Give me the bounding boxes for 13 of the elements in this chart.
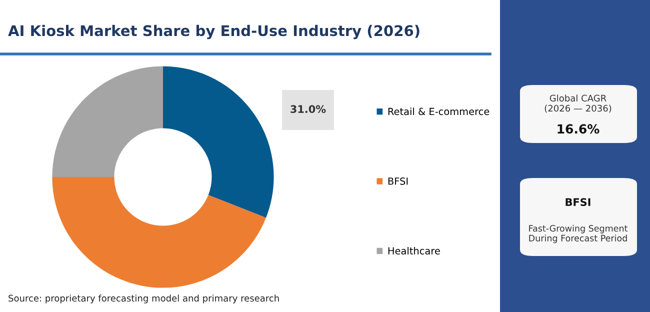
text: Global CAGR (2026 — 2036) [544,94,612,113]
text: 16.6% [558,124,600,134]
data-label: 31.0% [290,105,326,114]
legend-label: Healthcare [388,246,440,255]
source-note: Source: proprietary forecasting model and primary research [8,294,279,304]
text: Fast-Growing Segment During Forecast Period [529,224,628,244]
chart-title: AI Kiosk Market Share by End-Use Industry (2026) [8,24,420,40]
legend-label: BFSI [388,177,408,185]
legend-label: Retail & E-commerce [388,108,490,116]
text: BFSI [566,198,590,206]
donut-slice [52,66,163,177]
donut-slice [163,66,274,218]
donut-slice [52,177,266,288]
